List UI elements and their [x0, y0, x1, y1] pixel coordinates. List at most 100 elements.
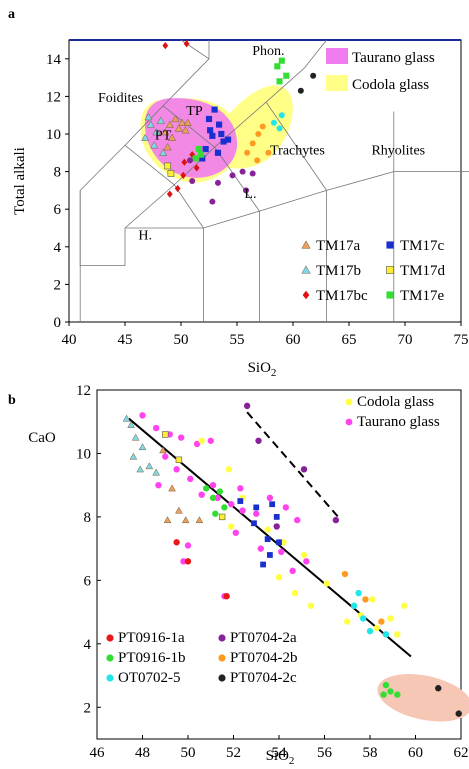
glass-fields — [140, 85, 293, 183]
data-point — [243, 402, 251, 410]
data-point — [259, 123, 266, 130]
data-point — [207, 437, 214, 444]
data-point — [280, 539, 287, 546]
data-point — [209, 494, 217, 502]
x-tick-label: 65 — [342, 332, 357, 348]
tas-field-label: Foidites — [98, 91, 143, 106]
data-point — [266, 494, 274, 502]
data-point — [181, 516, 190, 524]
glass-legend-swatch — [326, 48, 348, 64]
y-tick-label: 14 — [46, 52, 62, 68]
data-point — [155, 481, 162, 489]
data-point — [181, 126, 190, 134]
y-tick-label: 10 — [46, 127, 61, 143]
data-point — [180, 171, 187, 179]
data-point — [359, 615, 367, 622]
panel-b-trend-lines — [128, 411, 412, 658]
x-tick-label: 50 — [174, 332, 189, 348]
y-tick-label: 12 — [76, 383, 91, 399]
data-point — [276, 539, 282, 546]
tas-field-label: L. — [244, 187, 256, 202]
data-point — [177, 434, 185, 441]
legend-label: PT0916-1b — [118, 650, 186, 666]
dashed-trend-line — [246, 411, 339, 518]
data-point — [369, 596, 376, 603]
x-tick-label: 60 — [286, 332, 301, 348]
x-tick-label: 45 — [118, 332, 133, 348]
data-point — [214, 494, 221, 502]
panel-b-legend-bottom: PT0916-1a PT0704-2a PT0916-1b PT0704-2b OT07… — [106, 630, 298, 686]
tas-field-label: TP — [186, 104, 203, 119]
data-point — [276, 78, 283, 85]
data-point — [174, 124, 183, 132]
data-point — [214, 149, 222, 156]
data-point — [195, 145, 202, 153]
panel-a-x-ticks: 40 45 50 55 60 65 70 75 — [62, 322, 469, 348]
data-point — [141, 133, 150, 141]
data-point — [224, 136, 232, 143]
y-tick-label: 6 — [84, 573, 92, 589]
legend-marker — [301, 265, 311, 274]
data-point — [161, 128, 170, 136]
x-tick-label: 46 — [90, 745, 106, 761]
data-point — [184, 558, 192, 565]
legend-marker — [106, 634, 114, 642]
tas-boundary-line — [124, 144, 175, 186]
data-point — [239, 168, 246, 175]
data-point — [249, 140, 256, 147]
data-point — [300, 551, 308, 559]
legend-marker — [386, 241, 394, 249]
data-point — [255, 131, 262, 137]
panel-b-legend-top: Codola glass Taurano glass — [345, 394, 440, 430]
data-point — [242, 187, 249, 194]
data-point — [382, 631, 390, 638]
data-point — [382, 681, 390, 689]
y-tick-label: 2 — [84, 700, 92, 716]
data-point — [163, 143, 172, 151]
x-tick-label: 75 — [454, 332, 469, 348]
legend-label: PT0704-2c — [230, 670, 297, 686]
data-point — [253, 510, 260, 517]
data-point — [394, 691, 401, 698]
data-point — [175, 456, 183, 463]
data-point — [127, 420, 135, 428]
panel-a-glass-legend: Taurano glass Codola glass — [326, 48, 435, 93]
data-point — [195, 516, 204, 524]
data-point — [175, 506, 183, 514]
data-point — [323, 580, 330, 587]
data-point — [275, 573, 283, 581]
glass-legend-swatch — [326, 75, 348, 91]
legend-marker — [302, 290, 310, 300]
data-point — [187, 475, 194, 483]
data-point — [162, 431, 169, 438]
data-point — [209, 198, 216, 205]
data-point — [260, 561, 266, 568]
tas-field-label: Rhyolites — [371, 144, 425, 159]
data-point — [276, 125, 283, 132]
data-point — [255, 437, 262, 444]
data-point — [202, 145, 209, 153]
data-point — [332, 516, 340, 524]
y-tick-label: 2 — [54, 277, 62, 293]
data-point — [273, 514, 280, 520]
legend-label: OT0702-5 — [118, 670, 181, 686]
legend-label: TM17bc — [316, 288, 368, 304]
data-point — [341, 570, 349, 578]
data-point — [282, 504, 290, 511]
data-point — [387, 615, 394, 622]
data-point — [218, 130, 225, 138]
legend-label: PT0704-2a — [230, 630, 297, 646]
x-tick-label: 58 — [363, 745, 378, 761]
panel-a-label: a — [8, 7, 15, 22]
x-tick-label: 56 — [317, 745, 333, 761]
data-point — [373, 624, 381, 632]
data-point — [198, 491, 205, 498]
tas-field-label: Trachytes — [270, 144, 325, 159]
data-point — [216, 121, 223, 128]
data-point — [264, 526, 271, 533]
taurano-glass-field — [144, 98, 238, 178]
data-point — [265, 149, 272, 156]
legend-marker — [345, 418, 353, 426]
glass-legend-label: Codola glass — [352, 77, 429, 93]
